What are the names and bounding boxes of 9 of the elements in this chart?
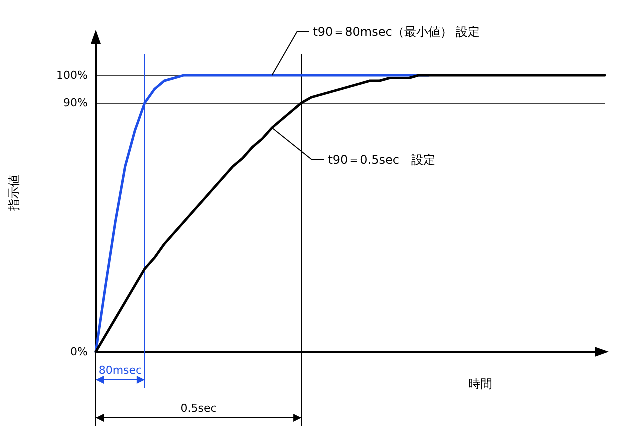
annotation: t90＝80msec（最小値） 設定 [313, 25, 480, 39]
text: 0.5sec [180, 402, 217, 415]
annotation: t90＝0.5sec 設定 [328, 153, 436, 168]
y-tick-label: 90% [64, 96, 88, 110]
y-tick-label: 100% [56, 68, 88, 82]
y-tick-label: 0% [70, 346, 88, 358]
x-axis-title: 時間 [468, 377, 492, 391]
text: 80msec [98, 364, 142, 377]
y-axis-title: 指示値 [7, 175, 21, 212]
